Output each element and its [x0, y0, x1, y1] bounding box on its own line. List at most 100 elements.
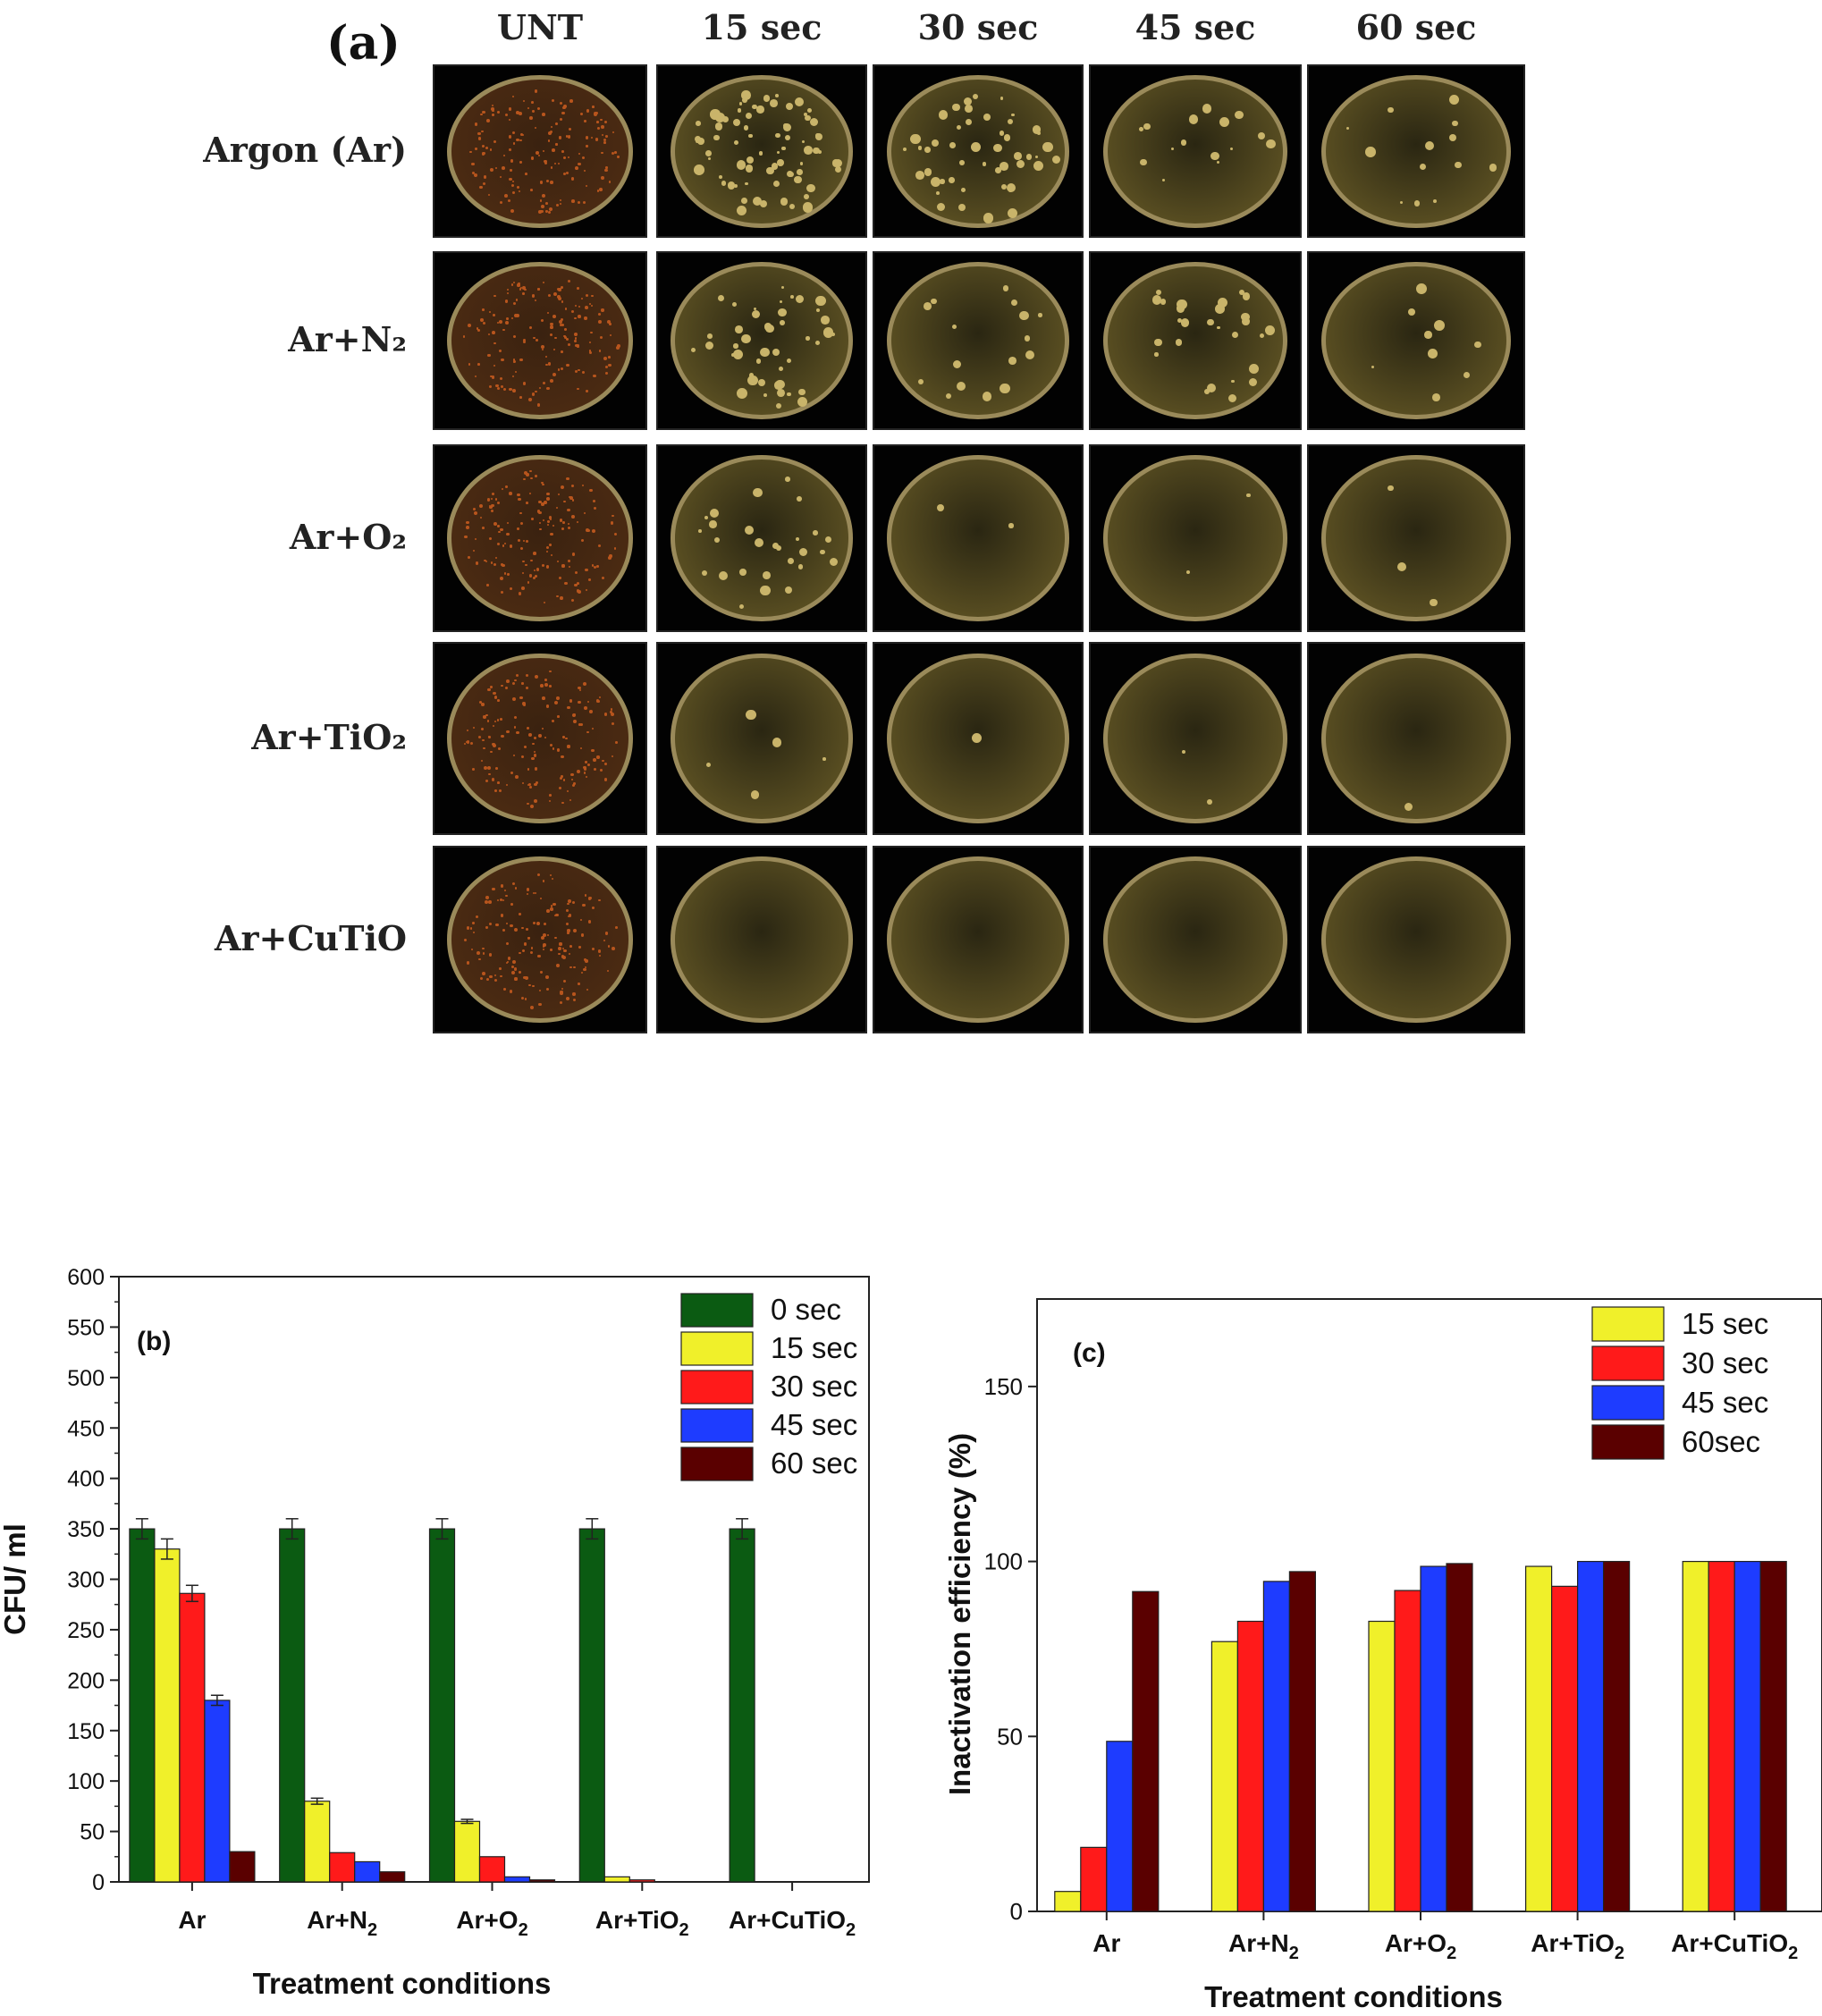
bacterial-colony: [537, 734, 542, 738]
bacterial-colony: [814, 132, 823, 141]
bacterial-colony: [550, 325, 553, 329]
bacterial-colony: [573, 720, 577, 723]
bacterial-colony: [565, 135, 569, 138]
petri-dish: [670, 856, 854, 1023]
bacterial-colony: [598, 898, 601, 902]
bacterial-colony: [476, 951, 480, 955]
bacterial-colony: [510, 169, 512, 173]
bacterial-colony: [738, 102, 743, 105]
bacterial-colony: [1003, 134, 1011, 141]
bacterial-colony: [1266, 139, 1276, 148]
bacterial-colony: [601, 308, 604, 312]
bacterial-colony: [719, 571, 729, 581]
bacterial-colony: [493, 314, 496, 316]
bacterial-colony: [474, 538, 477, 541]
bacterial-colony: [507, 957, 511, 960]
bacterial-colony: [587, 897, 591, 901]
bacterial-colony: [507, 198, 511, 203]
bacterial-colony: [1448, 134, 1457, 142]
bacterial-colony: [503, 890, 506, 892]
bacterial-colony: [570, 310, 575, 314]
bacterial-colony: [500, 175, 502, 178]
petri-dish-photo: [656, 642, 867, 835]
bacterial-colony: [522, 702, 526, 705]
bacterial-colony: [481, 738, 485, 742]
bacterial-colony: [475, 147, 478, 150]
bacterial-colony: [523, 746, 527, 749]
bacterial-colony: [514, 887, 517, 890]
y-tick-label: 600: [67, 1265, 105, 1290]
petri-dish: [670, 653, 854, 824]
bacterial-colony: [469, 927, 473, 930]
bacterial-colony: [546, 908, 550, 913]
bacterial-colony: [1430, 598, 1438, 607]
bar: [729, 1528, 755, 1883]
petri-dish-photo: [1307, 251, 1525, 430]
bacterial-colony: [519, 139, 522, 142]
bacterial-colony: [511, 681, 516, 685]
bacterial-colony: [510, 965, 515, 969]
bacterial-colony: [556, 748, 561, 752]
bar: [179, 1592, 206, 1883]
bacterial-colony: [572, 781, 576, 785]
bacterial-colony: [496, 111, 500, 114]
bacterial-colony: [515, 299, 519, 301]
bar: [379, 1871, 406, 1883]
bacterial-colony: [787, 358, 792, 363]
bacterial-colony: [1019, 310, 1029, 321]
bacterial-colony: [785, 134, 791, 140]
bacterial-colony: [592, 105, 595, 108]
bacterial-colony: [1171, 147, 1175, 150]
bacterial-colony: [829, 557, 839, 566]
bar: [528, 1879, 556, 1883]
bacterial-colony: [547, 139, 550, 142]
bacterial-colony: [593, 112, 597, 116]
y-tick-label: 50: [997, 1723, 1023, 1750]
bacterial-colony: [803, 146, 813, 155]
bacterial-colony: [545, 363, 548, 367]
bacterial-colony: [491, 503, 495, 508]
bacterial-colony: [796, 496, 802, 502]
bacterial-colony: [508, 107, 512, 111]
legend-label: 0 sec: [771, 1293, 841, 1326]
bacterial-colony: [616, 344, 620, 349]
bacterial-colony: [524, 563, 527, 567]
bacterial-colony: [539, 897, 542, 899]
bacterial-colony: [542, 942, 546, 947]
bacterial-colony: [509, 544, 513, 548]
bar: [154, 1548, 181, 1883]
bacterial-colony: [550, 907, 554, 911]
bacterial-colony: [555, 122, 559, 125]
bacterial-colony: [788, 171, 794, 177]
bacterial-colony: [924, 167, 932, 176]
bacterial-colony: [516, 730, 519, 735]
bacterial-colony: [579, 919, 583, 922]
bacterial-colony: [578, 946, 581, 949]
bacterial-colony: [611, 151, 615, 156]
bacterial-colony: [519, 546, 524, 551]
bacterial-colony: [471, 162, 475, 166]
bacterial-colony: [575, 369, 578, 373]
bacterial-colony: [773, 181, 780, 188]
bacterial-colony: [814, 295, 826, 307]
bacterial-colony: [746, 709, 756, 721]
bacterial-colony: [545, 988, 549, 991]
bacterial-colony: [571, 901, 575, 905]
bacterial-colony: [604, 371, 609, 375]
bacterial-colony: [588, 710, 593, 713]
bacterial-colony: [1413, 200, 1420, 207]
bar: [603, 1876, 630, 1883]
bacterial-colony: [779, 367, 784, 371]
bacterial-colony: [783, 122, 792, 131]
bar: [1262, 1581, 1290, 1912]
bacterial-colony: [559, 576, 562, 579]
bacterial-colony: [775, 94, 779, 98]
bacterial-colony: [540, 209, 544, 214]
bacterial-colony: [510, 316, 514, 320]
bar: [478, 1856, 506, 1883]
bacterial-colony: [1249, 363, 1260, 374]
bacterial-colony: [485, 560, 488, 563]
bacterial-colony: [750, 790, 760, 799]
y-tick-label: 400: [67, 1467, 105, 1492]
bacterial-colony: [547, 312, 550, 315]
